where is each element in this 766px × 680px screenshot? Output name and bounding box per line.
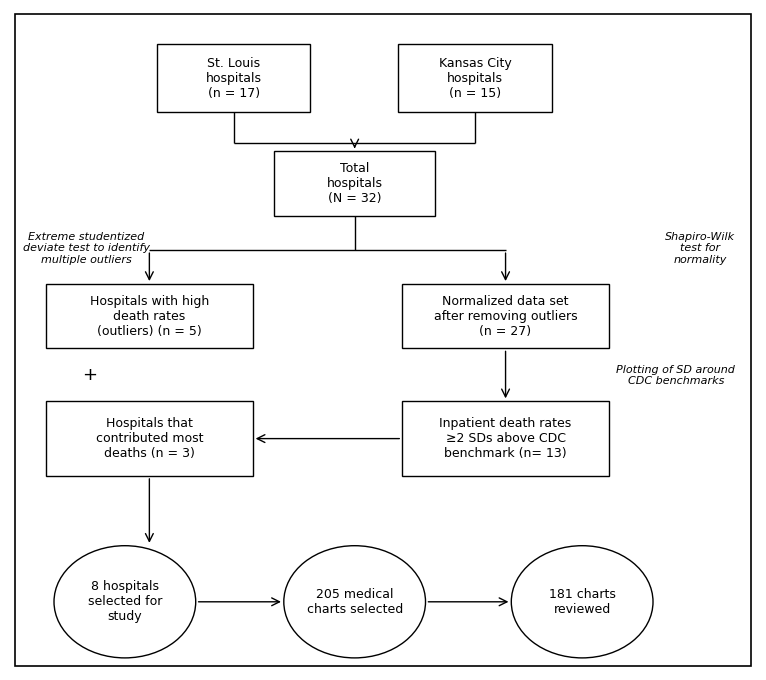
FancyBboxPatch shape bbox=[157, 44, 310, 112]
Ellipse shape bbox=[54, 545, 196, 658]
FancyBboxPatch shape bbox=[274, 152, 435, 216]
Text: Inpatient death rates
≥2 SDs above CDC
benchmark (n= 13): Inpatient death rates ≥2 SDs above CDC b… bbox=[440, 417, 571, 460]
Text: Total
hospitals
(N = 32): Total hospitals (N = 32) bbox=[326, 162, 383, 205]
Text: Extreme studentized
deviate test to identify
multiple outliers: Extreme studentized deviate test to iden… bbox=[23, 232, 150, 265]
Ellipse shape bbox=[511, 545, 653, 658]
Text: 205 medical
charts selected: 205 medical charts selected bbox=[306, 588, 403, 616]
FancyBboxPatch shape bbox=[46, 284, 253, 348]
Text: 181 charts
reviewed: 181 charts reviewed bbox=[548, 588, 616, 616]
Ellipse shape bbox=[283, 545, 426, 658]
Text: St. Louis
hospitals
(n = 17): St. Louis hospitals (n = 17) bbox=[205, 56, 262, 100]
Text: Hospitals with high
death rates
(outliers) (n = 5): Hospitals with high death rates (outlier… bbox=[90, 294, 209, 338]
Text: +: + bbox=[82, 367, 97, 384]
Text: Plotting of SD around
CDC benchmarks: Plotting of SD around CDC benchmarks bbox=[617, 364, 735, 386]
FancyBboxPatch shape bbox=[402, 401, 609, 476]
FancyBboxPatch shape bbox=[402, 284, 609, 348]
Text: 8 hospitals
selected for
study: 8 hospitals selected for study bbox=[87, 580, 162, 624]
FancyBboxPatch shape bbox=[15, 14, 751, 666]
Text: Kansas City
hospitals
(n = 15): Kansas City hospitals (n = 15) bbox=[439, 56, 511, 100]
Text: Normalized data set
after removing outliers
(n = 27): Normalized data set after removing outli… bbox=[434, 294, 578, 338]
Text: Hospitals that
contributed most
deaths (n = 3): Hospitals that contributed most deaths (… bbox=[96, 417, 203, 460]
FancyBboxPatch shape bbox=[398, 44, 552, 112]
Text: Shapiro-Wilk
test for
normality: Shapiro-Wilk test for normality bbox=[665, 232, 735, 265]
FancyBboxPatch shape bbox=[46, 401, 253, 476]
